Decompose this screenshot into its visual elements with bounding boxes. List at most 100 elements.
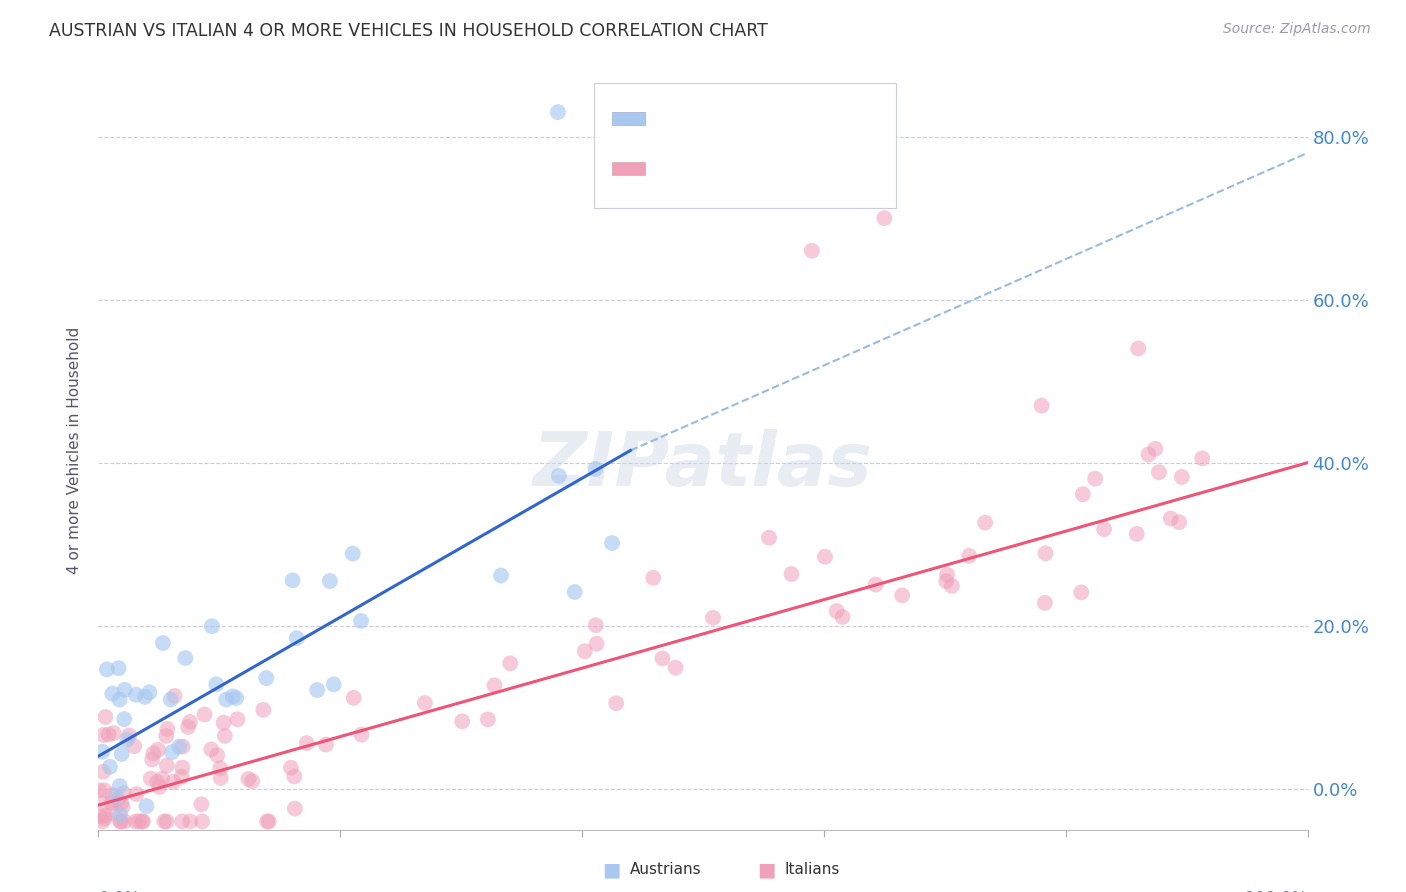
Point [101, 806, 124, 821]
Point [112, 786, 135, 800]
Point [118, 728, 141, 742]
Point [177, 720, 200, 734]
Point [170, 770, 193, 784]
Point [600, 536, 623, 550]
Point [101, 687, 124, 701]
Point [152, 636, 174, 650]
Point [97, 728, 120, 742]
Point [825, 604, 848, 618]
Point [87, 783, 110, 797]
Point [134, 690, 156, 704]
Point [110, 797, 132, 811]
Point [941, 579, 963, 593]
Text: ■: ■ [756, 860, 776, 880]
Point [564, 585, 586, 599]
Text: R = 0.592: R = 0.592 [659, 160, 747, 178]
Point [322, 677, 344, 691]
Point [128, 814, 150, 829]
Y-axis label: 4 or more Vehicles in Household: 4 or more Vehicles in Household [67, 326, 83, 574]
Point [132, 814, 155, 829]
Point [163, 689, 186, 703]
Point [1171, 470, 1194, 484]
Point [1168, 515, 1191, 529]
Point [350, 614, 373, 628]
FancyBboxPatch shape [595, 83, 897, 208]
Point [240, 774, 263, 789]
Point [1144, 442, 1167, 456]
Point [935, 574, 957, 589]
Point [103, 726, 125, 740]
Point [190, 797, 212, 812]
Point [758, 531, 780, 545]
Point [201, 619, 224, 633]
Point [98, 760, 121, 774]
Point [209, 771, 232, 785]
Point [664, 661, 686, 675]
Point [205, 677, 228, 691]
Point [585, 618, 607, 632]
Point [110, 814, 132, 829]
Point [252, 703, 274, 717]
Point [174, 651, 197, 665]
Point [209, 761, 232, 775]
Point [800, 244, 823, 258]
FancyBboxPatch shape [613, 112, 645, 125]
Point [585, 637, 607, 651]
Text: AUSTRIAN VS ITALIAN 4 OR MORE VEHICLES IN HOUSEHOLD CORRELATION CHART: AUSTRIAN VS ITALIAN 4 OR MORE VEHICLES I… [49, 22, 768, 40]
Point [156, 814, 179, 829]
Point [1033, 596, 1056, 610]
Point [484, 678, 506, 692]
Point [1137, 447, 1160, 461]
Point [873, 211, 896, 226]
Point [100, 796, 122, 810]
Point [107, 661, 129, 675]
Point [108, 808, 131, 822]
Point [122, 739, 145, 754]
Point [125, 787, 148, 801]
Point [108, 779, 131, 793]
Point [93, 783, 115, 797]
Point [1125, 527, 1147, 541]
Point [179, 814, 201, 829]
Point [172, 739, 194, 754]
Point [974, 516, 997, 530]
Point [114, 682, 136, 697]
Point [780, 567, 803, 582]
Point [254, 671, 277, 685]
Text: ■: ■ [602, 860, 621, 880]
Point [1160, 511, 1182, 525]
Point [94, 710, 117, 724]
Point [114, 814, 136, 829]
Point [891, 588, 914, 602]
Text: N = 111: N = 111 [772, 160, 844, 178]
Point [226, 712, 249, 726]
Point [295, 736, 318, 750]
Point [477, 712, 499, 726]
Point [605, 696, 627, 710]
FancyBboxPatch shape [613, 161, 645, 175]
Point [91, 745, 114, 759]
Point [574, 644, 596, 658]
Point [651, 651, 673, 665]
Point [1191, 451, 1213, 466]
Point [212, 715, 235, 730]
Point [1147, 465, 1170, 479]
Point [153, 814, 176, 829]
Point [547, 105, 569, 120]
Point [141, 752, 163, 766]
Point [156, 758, 179, 772]
Point [343, 690, 366, 705]
Point [702, 611, 724, 625]
Point [131, 814, 153, 829]
Point [283, 769, 305, 783]
Point [139, 772, 162, 786]
Point [200, 742, 222, 756]
Point [957, 549, 980, 563]
Point [238, 772, 260, 786]
Point [256, 814, 278, 829]
Point [101, 788, 124, 802]
Point [105, 793, 128, 807]
Point [146, 743, 169, 757]
Point [150, 772, 173, 786]
Text: 0.0%: 0.0% [98, 890, 141, 892]
